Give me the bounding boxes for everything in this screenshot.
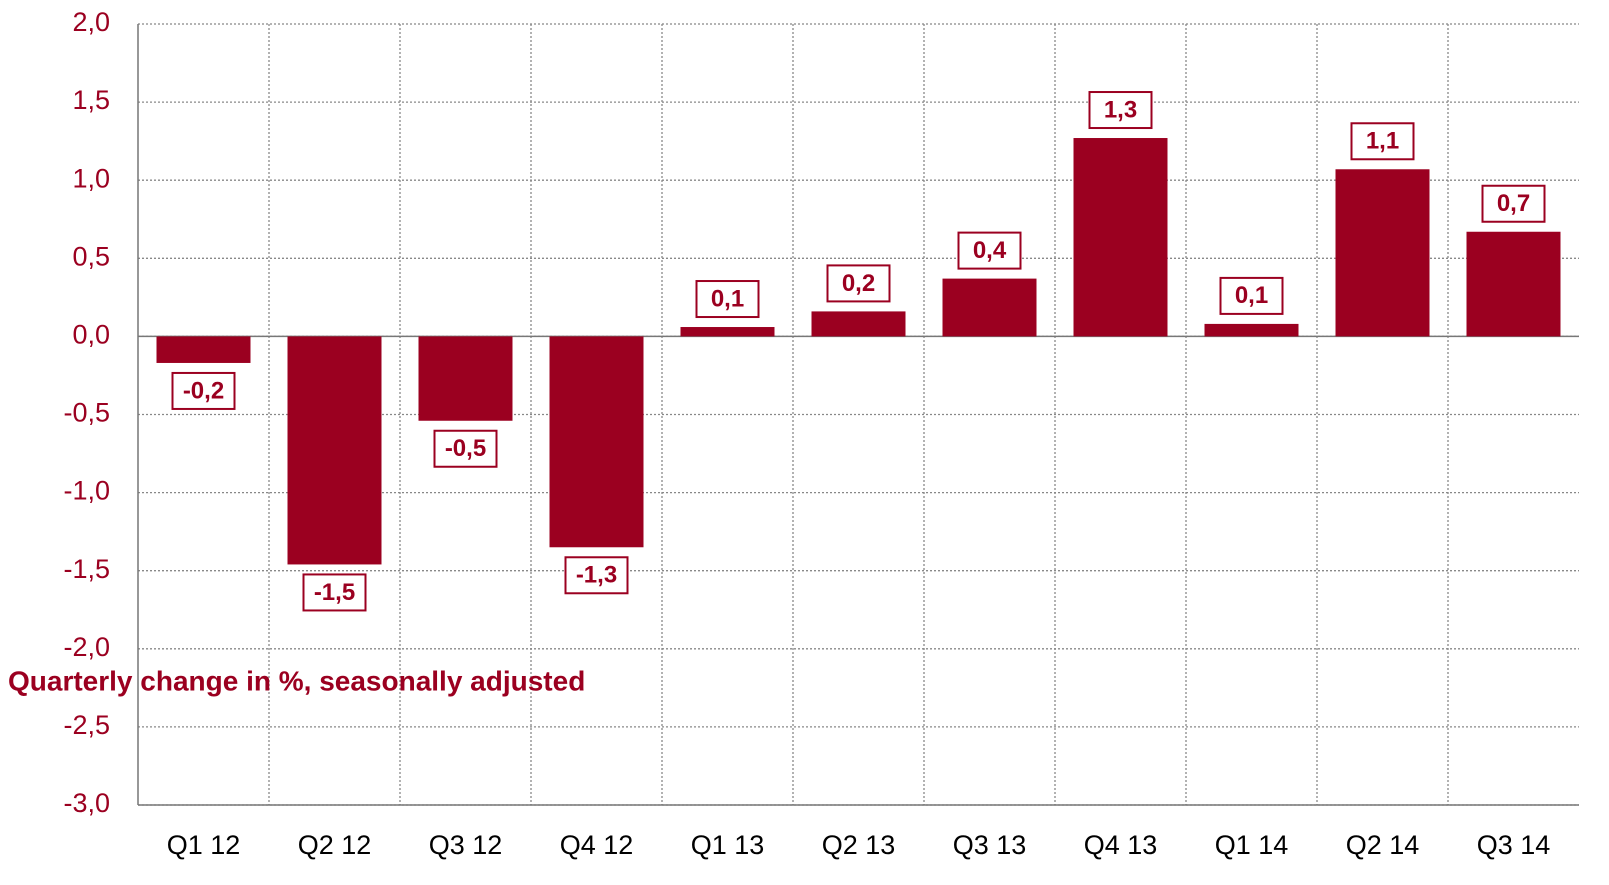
x-tick-label: Q2 13: [822, 830, 896, 860]
value-label-box: [564, 556, 629, 595]
x-tick-label: Q1 14: [1215, 830, 1289, 860]
y-tick-label: 2,0: [72, 7, 110, 37]
value-label: -0,5: [445, 435, 486, 462]
x-tick-label: Q2 12: [298, 830, 372, 860]
x-tick-label: Q4 13: [1084, 830, 1158, 860]
value-label-box: [826, 264, 891, 303]
value-label: -1,3: [576, 562, 617, 589]
value-label: 0,4: [973, 237, 1007, 264]
value-label-box: [433, 429, 498, 468]
y-tick-label: -1,0: [63, 476, 110, 506]
value-label: -0,2: [183, 377, 224, 404]
x-tick-label: Q3 14: [1477, 830, 1551, 860]
x-tick-label: Q3 13: [953, 830, 1027, 860]
value-label: 0,7: [1497, 190, 1530, 217]
value-label-box: [171, 371, 236, 410]
value-label-box: [302, 573, 367, 612]
bar: [287, 336, 382, 565]
value-label: 1,1: [1366, 128, 1399, 155]
bar: [811, 311, 906, 337]
y-tick-label: 0,0: [72, 320, 110, 350]
y-tick-label: -2,5: [63, 710, 110, 740]
bar: [1073, 138, 1168, 337]
bar: [1204, 323, 1299, 337]
bar: [549, 336, 644, 548]
y-tick-label: -3,0: [63, 788, 110, 818]
value-label: 1,3: [1104, 96, 1137, 123]
y-tick-label: -0,5: [63, 398, 110, 428]
annotation: Quarterly change in %, seasonally adjust…: [8, 665, 585, 696]
value-label-box: [1350, 122, 1415, 161]
bar: [418, 336, 513, 421]
bar: [942, 278, 1037, 337]
value-label-box: [695, 280, 760, 319]
y-tick-label: 0,5: [72, 241, 110, 271]
value-label: 0,1: [1235, 282, 1268, 309]
x-tick-label: Q1 12: [167, 830, 241, 860]
y-tick-label: -2,0: [63, 632, 110, 662]
value-label: 0,1: [711, 285, 744, 312]
value-label-box: [1219, 276, 1284, 315]
x-tick-label: Q4 12: [560, 830, 634, 860]
value-label: 0,2: [842, 270, 875, 297]
value-label-box: [1481, 184, 1546, 223]
value-label: -1,5: [314, 579, 355, 606]
value-label-box: [957, 231, 1022, 270]
bar: [1466, 231, 1561, 337]
x-tick-label: Q3 12: [429, 830, 503, 860]
x-tick-label: Q1 13: [691, 830, 765, 860]
x-tick-label: Q2 14: [1346, 830, 1420, 860]
bar: [156, 336, 251, 363]
bar: [1335, 169, 1430, 337]
value-label-box: [1088, 91, 1153, 130]
y-tick-label: 1,5: [72, 85, 110, 115]
y-tick-label: 1,0: [72, 163, 110, 193]
y-tick-label: -1,5: [63, 554, 110, 584]
bar: [680, 327, 775, 337]
